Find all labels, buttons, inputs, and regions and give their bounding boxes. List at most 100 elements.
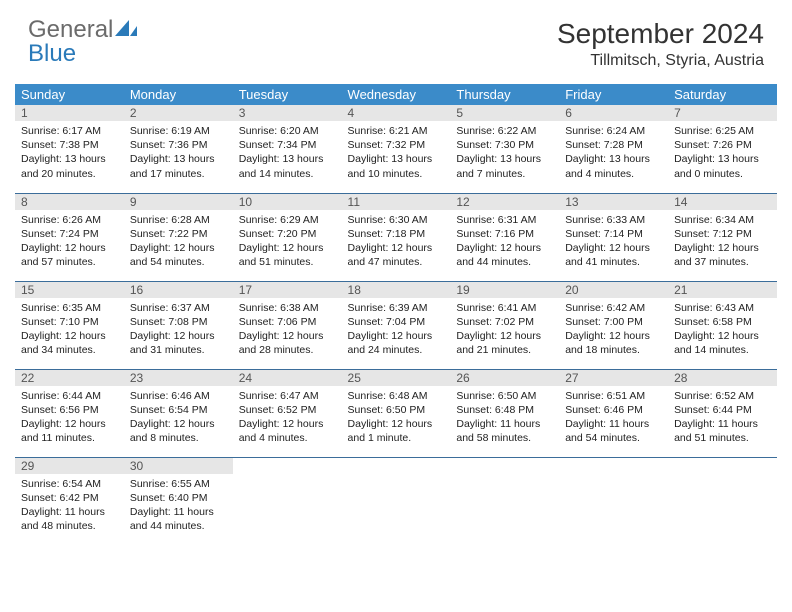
day-number: 27 [559, 370, 668, 386]
calendar-day-cell [342, 457, 451, 545]
weekday-header: Monday [124, 84, 233, 105]
day-details: Sunrise: 6:17 AMSunset: 7:38 PMDaylight:… [15, 121, 124, 187]
calendar-day-cell [233, 457, 342, 545]
calendar-day-cell: 9Sunrise: 6:28 AMSunset: 7:22 PMDaylight… [124, 193, 233, 281]
day-number: 24 [233, 370, 342, 386]
calendar-day-cell: 28Sunrise: 6:52 AMSunset: 6:44 PMDayligh… [668, 369, 777, 457]
day-details: Sunrise: 6:42 AMSunset: 7:00 PMDaylight:… [559, 298, 668, 364]
logo-text-blue: Blue [28, 40, 76, 67]
day-number: 16 [124, 282, 233, 298]
day-details: Sunrise: 6:25 AMSunset: 7:26 PMDaylight:… [668, 121, 777, 187]
day-details: Sunrise: 6:48 AMSunset: 6:50 PMDaylight:… [342, 386, 451, 452]
calendar-day-cell: 11Sunrise: 6:30 AMSunset: 7:18 PMDayligh… [342, 193, 451, 281]
calendar-day-cell: 22Sunrise: 6:44 AMSunset: 6:56 PMDayligh… [15, 369, 124, 457]
day-details: Sunrise: 6:47 AMSunset: 6:52 PMDaylight:… [233, 386, 342, 452]
day-number: 5 [450, 105, 559, 121]
day-number: 21 [668, 282, 777, 298]
weekday-header: Wednesday [342, 84, 451, 105]
day-details: Sunrise: 6:19 AMSunset: 7:36 PMDaylight:… [124, 121, 233, 187]
month-title: September 2024 [557, 18, 764, 50]
calendar-day-cell [450, 457, 559, 545]
day-details: Sunrise: 6:29 AMSunset: 7:20 PMDaylight:… [233, 210, 342, 276]
day-details: Sunrise: 6:54 AMSunset: 6:42 PMDaylight:… [15, 474, 124, 540]
day-details: Sunrise: 6:50 AMSunset: 6:48 PMDaylight:… [450, 386, 559, 452]
day-details: Sunrise: 6:33 AMSunset: 7:14 PMDaylight:… [559, 210, 668, 276]
day-number: 15 [15, 282, 124, 298]
day-details: Sunrise: 6:44 AMSunset: 6:56 PMDaylight:… [15, 386, 124, 452]
day-details: Sunrise: 6:41 AMSunset: 7:02 PMDaylight:… [450, 298, 559, 364]
day-number: 8 [15, 194, 124, 210]
day-details: Sunrise: 6:30 AMSunset: 7:18 PMDaylight:… [342, 210, 451, 276]
calendar-day-cell: 21Sunrise: 6:43 AMSunset: 6:58 PMDayligh… [668, 281, 777, 369]
day-details: Sunrise: 6:24 AMSunset: 7:28 PMDaylight:… [559, 121, 668, 187]
day-number: 4 [342, 105, 451, 121]
calendar-day-cell: 2Sunrise: 6:19 AMSunset: 7:36 PMDaylight… [124, 105, 233, 193]
day-number: 9 [124, 194, 233, 210]
day-details: Sunrise: 6:26 AMSunset: 7:24 PMDaylight:… [15, 210, 124, 276]
day-details: Sunrise: 6:21 AMSunset: 7:32 PMDaylight:… [342, 121, 451, 187]
day-number: 3 [233, 105, 342, 121]
day-number: 18 [342, 282, 451, 298]
calendar-day-cell: 15Sunrise: 6:35 AMSunset: 7:10 PMDayligh… [15, 281, 124, 369]
day-number: 13 [559, 194, 668, 210]
calendar-day-cell: 20Sunrise: 6:42 AMSunset: 7:00 PMDayligh… [559, 281, 668, 369]
day-number: 17 [233, 282, 342, 298]
day-number: 6 [559, 105, 668, 121]
day-details: Sunrise: 6:55 AMSunset: 6:40 PMDaylight:… [124, 474, 233, 540]
calendar-day-cell: 23Sunrise: 6:46 AMSunset: 6:54 PMDayligh… [124, 369, 233, 457]
day-details: Sunrise: 6:38 AMSunset: 7:06 PMDaylight:… [233, 298, 342, 364]
day-details: Sunrise: 6:52 AMSunset: 6:44 PMDaylight:… [668, 386, 777, 452]
day-details: Sunrise: 6:43 AMSunset: 6:58 PMDaylight:… [668, 298, 777, 364]
day-details: Sunrise: 6:46 AMSunset: 6:54 PMDaylight:… [124, 386, 233, 452]
title-block: September 2024 Tillmitsch, Styria, Austr… [557, 18, 764, 70]
day-number: 20 [559, 282, 668, 298]
day-details: Sunrise: 6:34 AMSunset: 7:12 PMDaylight:… [668, 210, 777, 276]
weekday-header: Saturday [668, 84, 777, 105]
calendar-day-cell: 10Sunrise: 6:29 AMSunset: 7:20 PMDayligh… [233, 193, 342, 281]
logo-sail-icon [115, 20, 137, 41]
calendar-day-cell: 30Sunrise: 6:55 AMSunset: 6:40 PMDayligh… [124, 457, 233, 545]
day-details: Sunrise: 6:20 AMSunset: 7:34 PMDaylight:… [233, 121, 342, 187]
day-details: Sunrise: 6:31 AMSunset: 7:16 PMDaylight:… [450, 210, 559, 276]
day-details: Sunrise: 6:35 AMSunset: 7:10 PMDaylight:… [15, 298, 124, 364]
day-number: 10 [233, 194, 342, 210]
weekday-header: Friday [559, 84, 668, 105]
day-number: 1 [15, 105, 124, 121]
calendar-day-cell: 1Sunrise: 6:17 AMSunset: 7:38 PMDaylight… [15, 105, 124, 193]
logo-text-general: General [28, 16, 113, 43]
calendar-week-row: 22Sunrise: 6:44 AMSunset: 6:56 PMDayligh… [15, 369, 777, 457]
calendar-day-cell: 13Sunrise: 6:33 AMSunset: 7:14 PMDayligh… [559, 193, 668, 281]
calendar-day-cell: 14Sunrise: 6:34 AMSunset: 7:12 PMDayligh… [668, 193, 777, 281]
calendar-day-cell [668, 457, 777, 545]
location-subtitle: Tillmitsch, Styria, Austria [557, 52, 764, 70]
calendar-day-cell: 5Sunrise: 6:22 AMSunset: 7:30 PMDaylight… [450, 105, 559, 193]
page-header: General Blue September 2024 Tillmitsch, … [0, 0, 792, 80]
day-number: 19 [450, 282, 559, 298]
calendar-week-row: 8Sunrise: 6:26 AMSunset: 7:24 PMDaylight… [15, 193, 777, 281]
day-number: 23 [124, 370, 233, 386]
day-details: Sunrise: 6:39 AMSunset: 7:04 PMDaylight:… [342, 298, 451, 364]
weekday-header: Tuesday [233, 84, 342, 105]
day-details: Sunrise: 6:28 AMSunset: 7:22 PMDaylight:… [124, 210, 233, 276]
calendar-day-cell: 16Sunrise: 6:37 AMSunset: 7:08 PMDayligh… [124, 281, 233, 369]
calendar-day-cell: 29Sunrise: 6:54 AMSunset: 6:42 PMDayligh… [15, 457, 124, 545]
day-number: 7 [668, 105, 777, 121]
day-details: Sunrise: 6:22 AMSunset: 7:30 PMDaylight:… [450, 121, 559, 187]
calendar-day-cell: 25Sunrise: 6:48 AMSunset: 6:50 PMDayligh… [342, 369, 451, 457]
calendar-week-row: 29Sunrise: 6:54 AMSunset: 6:42 PMDayligh… [15, 457, 777, 545]
calendar-week-row: 1Sunrise: 6:17 AMSunset: 7:38 PMDaylight… [15, 105, 777, 193]
calendar-day-cell: 4Sunrise: 6:21 AMSunset: 7:32 PMDaylight… [342, 105, 451, 193]
calendar-day-cell: 17Sunrise: 6:38 AMSunset: 7:06 PMDayligh… [233, 281, 342, 369]
calendar-day-cell [559, 457, 668, 545]
day-number: 11 [342, 194, 451, 210]
calendar-day-cell: 19Sunrise: 6:41 AMSunset: 7:02 PMDayligh… [450, 281, 559, 369]
calendar-day-cell: 18Sunrise: 6:39 AMSunset: 7:04 PMDayligh… [342, 281, 451, 369]
calendar-week-row: 15Sunrise: 6:35 AMSunset: 7:10 PMDayligh… [15, 281, 777, 369]
calendar-day-cell: 8Sunrise: 6:26 AMSunset: 7:24 PMDaylight… [15, 193, 124, 281]
day-number: 12 [450, 194, 559, 210]
calendar-table: Sunday Monday Tuesday Wednesday Thursday… [15, 84, 777, 545]
calendar-day-cell: 26Sunrise: 6:50 AMSunset: 6:48 PMDayligh… [450, 369, 559, 457]
calendar-day-cell: 27Sunrise: 6:51 AMSunset: 6:46 PMDayligh… [559, 369, 668, 457]
day-number: 25 [342, 370, 451, 386]
calendar-day-cell: 7Sunrise: 6:25 AMSunset: 7:26 PMDaylight… [668, 105, 777, 193]
